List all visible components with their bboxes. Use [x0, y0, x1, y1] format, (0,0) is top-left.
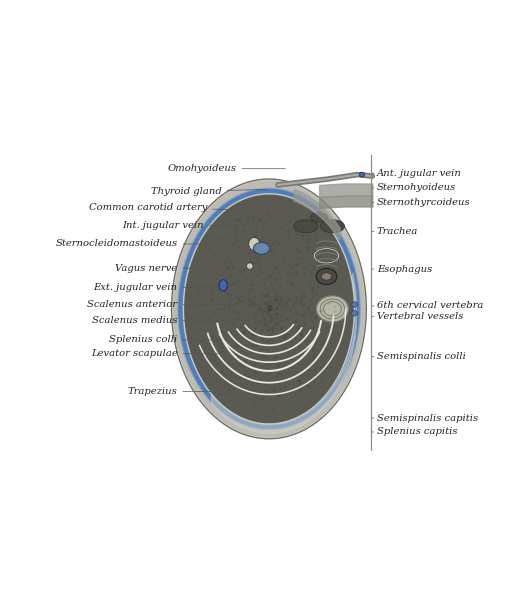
Ellipse shape — [246, 263, 253, 269]
Ellipse shape — [316, 296, 349, 322]
Ellipse shape — [352, 302, 357, 307]
Ellipse shape — [359, 172, 365, 177]
Text: Scalenus medius: Scalenus medius — [92, 316, 228, 325]
Text: Sternocleidomastoideus: Sternocleidomastoideus — [55, 239, 228, 248]
Text: Splenius capitis: Splenius capitis — [372, 427, 457, 436]
Text: Omohyoideus: Omohyoideus — [167, 164, 285, 173]
Text: Splenius colli: Splenius colli — [109, 335, 222, 344]
Ellipse shape — [249, 238, 260, 251]
Polygon shape — [172, 179, 367, 439]
Ellipse shape — [352, 311, 357, 316]
Text: Levator scapulae: Levator scapulae — [91, 349, 222, 358]
Text: Vertebral vessels: Vertebral vessels — [372, 312, 463, 321]
Text: Common carotid artery: Common carotid artery — [89, 203, 258, 212]
Ellipse shape — [310, 212, 328, 222]
Ellipse shape — [253, 242, 270, 254]
Polygon shape — [173, 181, 365, 437]
Text: Trapezius: Trapezius — [127, 387, 216, 396]
Text: Semispinalis colli: Semispinalis colli — [372, 352, 465, 361]
Text: Scalenus anterior: Scalenus anterior — [88, 300, 228, 309]
Text: Ext. jugular vein: Ext. jugular vein — [94, 283, 216, 292]
Text: Sternohyoideus: Sternohyoideus — [372, 184, 456, 193]
Ellipse shape — [294, 220, 318, 233]
Polygon shape — [185, 195, 353, 422]
Ellipse shape — [320, 220, 345, 233]
Ellipse shape — [322, 273, 332, 280]
Text: 6th cervical vertebra: 6th cervical vertebra — [372, 301, 483, 310]
Ellipse shape — [316, 268, 337, 284]
Text: Trachea: Trachea — [372, 227, 418, 236]
Text: Esophagus: Esophagus — [372, 265, 432, 274]
Text: Ant. jugular vein: Ant. jugular vein — [372, 169, 461, 178]
Ellipse shape — [315, 250, 338, 262]
Text: Vagus nerve: Vagus nerve — [115, 263, 237, 272]
Polygon shape — [178, 189, 359, 429]
Text: Semispinalis capitis: Semispinalis capitis — [372, 413, 478, 422]
Text: Int. jugular vein: Int. jugular vein — [122, 221, 251, 230]
Ellipse shape — [313, 248, 340, 264]
Ellipse shape — [219, 280, 227, 291]
Text: Thyroid gland: Thyroid gland — [151, 187, 266, 196]
Text: Sternothyrcoideus: Sternothyrcoideus — [372, 198, 471, 207]
